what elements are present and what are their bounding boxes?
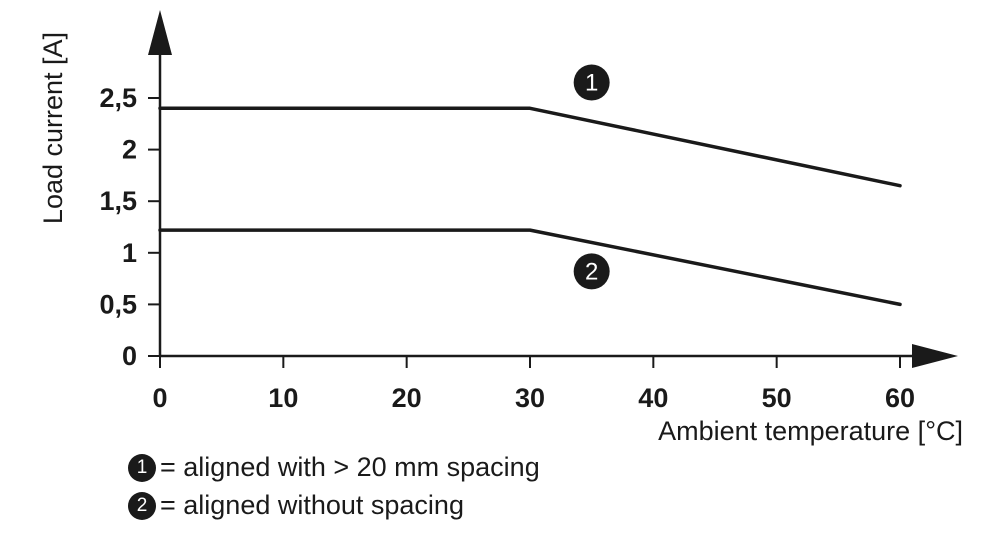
series-marker-2	[573, 253, 610, 290]
y-tick-label: 0	[122, 341, 137, 371]
y-axis-arrow	[148, 10, 172, 55]
legend-item-1: 1 = aligned with > 20 mm spacing	[128, 452, 540, 483]
x-tick-label: 10	[268, 383, 298, 413]
x-tick-label: 50	[762, 383, 792, 413]
legend-text-1: = aligned with > 20 mm spacing	[160, 452, 540, 482]
series-line-1	[158, 106, 902, 188]
x-tick-label: 0	[152, 383, 167, 413]
y-tick-label: 1	[122, 238, 137, 268]
x-tick-label: 20	[392, 383, 422, 413]
x-tick-label: 40	[638, 383, 668, 413]
series-marker-label: 2	[585, 258, 598, 285]
series-line-2	[158, 228, 902, 307]
x-tick-label: 60	[885, 383, 915, 413]
legend-marker-2: 2	[128, 491, 156, 520]
y-tick-label: 2,5	[99, 83, 137, 113]
x-axis-title: Ambient temperature [°C]	[658, 416, 963, 446]
x-tick-label: 30	[515, 383, 545, 413]
x-axis-arrow	[912, 344, 958, 368]
legend-marker-1: 1	[128, 453, 156, 482]
y-tick-label: 2	[122, 135, 137, 165]
y-tick-label: 0,5	[99, 289, 137, 319]
legend-item-2: 2 = aligned without spacing	[128, 490, 464, 521]
y-axis-title: Load current [A]	[38, 32, 68, 224]
series-marker-1	[573, 64, 610, 101]
y-tick-label: 1,5	[99, 186, 137, 216]
series-marker-label: 1	[585, 70, 598, 97]
legend-text-2: = aligned without spacing	[160, 490, 464, 520]
